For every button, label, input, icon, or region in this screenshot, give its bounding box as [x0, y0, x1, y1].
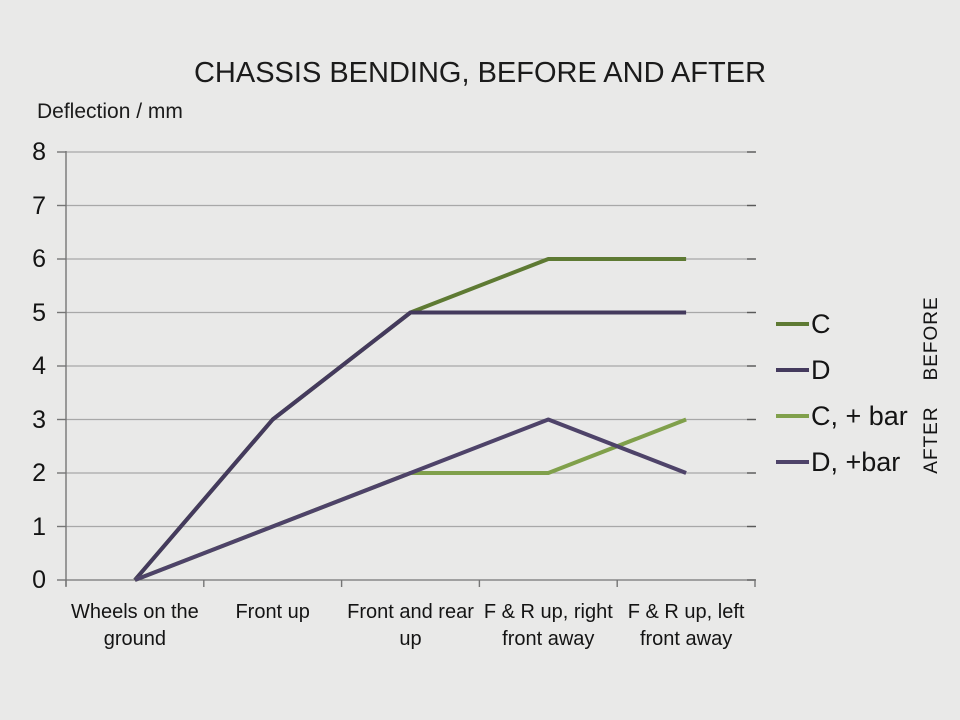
legend-label-c-bar: C, + bar — [811, 400, 908, 431]
series-line-1 — [133, 310, 687, 582]
x-category-label-3: F & R up, right front away — [483, 601, 613, 650]
series-line-3 — [134, 417, 687, 582]
legend-swatch-c — [776, 322, 809, 326]
x-category-label-2: Front and rear up — [347, 601, 474, 650]
legend-item-c: C — [776, 301, 908, 347]
y-tick-label-4: 4 — [32, 352, 46, 380]
legend-swatch-c-bar — [776, 414, 809, 418]
legend-group-after-label: AFTER — [921, 406, 942, 474]
legend-item-d: D — [776, 347, 908, 393]
y-tick-label-0: 0 — [32, 566, 46, 594]
x-category-label-4: F & R up, left front away — [627, 601, 745, 650]
legend-group-annotations: AFTER BEFORE — [919, 296, 945, 473]
y-tick-label-8: 8 — [32, 138, 46, 166]
y-tick-label-6: 6 — [32, 245, 46, 273]
legend-group-before-label: BEFORE — [921, 296, 942, 381]
series-line-2 — [134, 417, 687, 582]
y-tick-label-7: 7 — [32, 191, 46, 220]
legend-swatch-d — [776, 368, 809, 372]
chart-legend: C D C, + bar D, +bar — [776, 301, 908, 485]
legend-item-d-bar: D, +bar — [776, 439, 908, 485]
legend-label-c: C — [811, 308, 831, 339]
y-tick-label-5: 5 — [32, 298, 46, 327]
legend-label-d: D — [811, 354, 831, 385]
chart-title: CHASSIS BENDING, BEFORE AND AFTER — [193, 57, 767, 89]
y-tick-label-2: 2 — [32, 459, 46, 487]
x-category-label-0: Wheels on the ground — [70, 601, 199, 650]
legend-label-d-bar: D, +bar — [811, 446, 901, 477]
legend-swatch-d-bar — [776, 460, 809, 464]
y-tick-label-1: 1 — [32, 512, 46, 541]
legend-item-c-bar: C, + bar — [776, 393, 908, 439]
x-category-label-1: Front up — [235, 601, 310, 623]
y-axis-title: Deflection / mm — [37, 100, 183, 123]
y-tick-label-3: 3 — [32, 405, 46, 434]
